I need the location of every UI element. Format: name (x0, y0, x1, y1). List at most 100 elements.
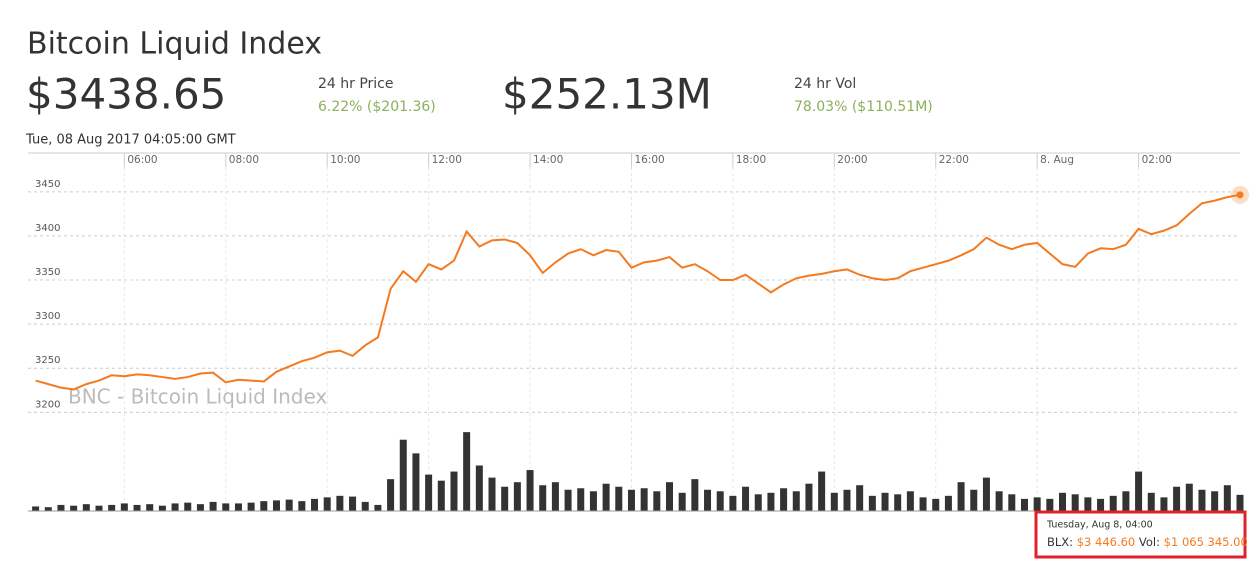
volume-bar (425, 474, 433, 511)
tooltip-price-label: BLX: (1047, 535, 1073, 549)
volume-bar (108, 504, 116, 511)
tooltip-volume: $1 065 345.00 (1164, 535, 1248, 549)
volume-bar (323, 497, 331, 511)
volume-bar (1185, 483, 1193, 511)
volume-bar (1223, 485, 1231, 511)
volume-bar (158, 505, 166, 511)
y-tick-label: 3400 (35, 223, 60, 234)
y-tick-label: 3350 (35, 267, 60, 278)
volume-bar (995, 491, 1003, 511)
volume-bar (754, 494, 762, 511)
volume-bar (856, 485, 864, 511)
volume-bar (374, 504, 382, 511)
volume-bar (32, 506, 40, 511)
volume-bar (387, 479, 395, 511)
volume-bar (1059, 492, 1067, 511)
hover-point (1236, 191, 1244, 199)
volume-bar (589, 491, 597, 511)
volume-bar (1135, 471, 1143, 511)
volume-bar (1109, 495, 1117, 511)
volume-bar (551, 482, 559, 511)
volume-bar (1236, 494, 1244, 511)
volume-bar (1008, 494, 1016, 511)
volume-bar (602, 483, 610, 511)
volume-bar (577, 488, 585, 511)
highlight-box (1034, 510, 1247, 559)
volume-bar (957, 482, 965, 511)
title: Bitcoin Liquid Index (27, 27, 322, 62)
volume-bar (919, 497, 927, 511)
volume-bar (653, 491, 661, 511)
x-tick-label: 16:00 (634, 154, 664, 166)
volume-bar (133, 504, 141, 511)
volume-bar (818, 471, 826, 511)
volume-bar (704, 489, 712, 511)
volume-bar (691, 479, 699, 511)
volume-bar (1198, 489, 1206, 511)
price: $3438.65 (26, 70, 226, 119)
volume-bar (1211, 491, 1219, 511)
tooltip-price: $3 446.60 (1077, 535, 1136, 549)
x-tick-label: 22:00 (939, 154, 969, 166)
volume-bar (222, 503, 230, 511)
volume-bar (982, 477, 990, 511)
volume-bar (196, 504, 204, 511)
volume-bar (1084, 497, 1092, 511)
volume-bar (1020, 498, 1028, 511)
volume-bar (44, 507, 52, 511)
x-tick-label: 02:00 (1142, 154, 1172, 166)
tooltip-volume-label: Vol: (1139, 535, 1160, 549)
volume-bar (336, 495, 344, 511)
x-tick-label: 14:00 (533, 154, 563, 166)
volume-bar (82, 504, 90, 511)
x-tick-label: 08:00 (229, 154, 259, 166)
volume-bar (868, 495, 876, 511)
volume-bar (729, 495, 737, 511)
volume-bar (792, 491, 800, 511)
x-tick-label: 8. Aug (1040, 154, 1074, 166)
volume-bar (906, 491, 914, 511)
x-tick-label: 20:00 (837, 154, 867, 166)
volume-bar (272, 500, 280, 511)
volume-bar (234, 503, 242, 511)
volume-bar (627, 489, 635, 511)
volume-bar (285, 499, 293, 511)
volume-bar (311, 498, 319, 511)
volume-bar (361, 501, 369, 511)
volume-bar (767, 492, 775, 511)
volume-change: 78.03% ($110.51M) (794, 99, 933, 115)
volume-bar (742, 486, 750, 511)
volume-bar (463, 432, 471, 511)
volume-bar (665, 482, 673, 511)
volume-bar (399, 439, 407, 511)
volume-bar (247, 502, 255, 511)
volume-bar (349, 496, 357, 511)
volume-change-label: 24 hr Vol (794, 76, 856, 92)
volume-bar (184, 502, 192, 511)
volume-bar (412, 453, 420, 511)
volume-bar (894, 494, 902, 511)
volume-bar (513, 482, 521, 511)
x-tick-label: 12:00 (432, 154, 462, 166)
volume-bar (1173, 486, 1181, 511)
volume-bar (120, 503, 128, 511)
volume-bar (209, 501, 217, 511)
volume-bar (488, 477, 496, 511)
volume-bar (1147, 492, 1155, 511)
x-tick-label: 10:00 (330, 154, 360, 166)
volume-bar (501, 486, 509, 511)
volume-bar (615, 486, 623, 511)
x-tick-label: 18:00 (736, 154, 766, 166)
volume-bar (298, 501, 306, 511)
volume-bar (450, 471, 458, 511)
volume-bar (475, 465, 483, 511)
volume-bar (843, 489, 851, 511)
volume-bar (1097, 498, 1105, 511)
volume-bar (830, 492, 838, 511)
volume-bar (716, 491, 724, 511)
price-line (35, 193, 1241, 391)
volume-bar (1046, 498, 1054, 511)
volume-bar (970, 489, 978, 511)
volume-bar (1160, 497, 1168, 511)
volume-bar (780, 488, 788, 511)
